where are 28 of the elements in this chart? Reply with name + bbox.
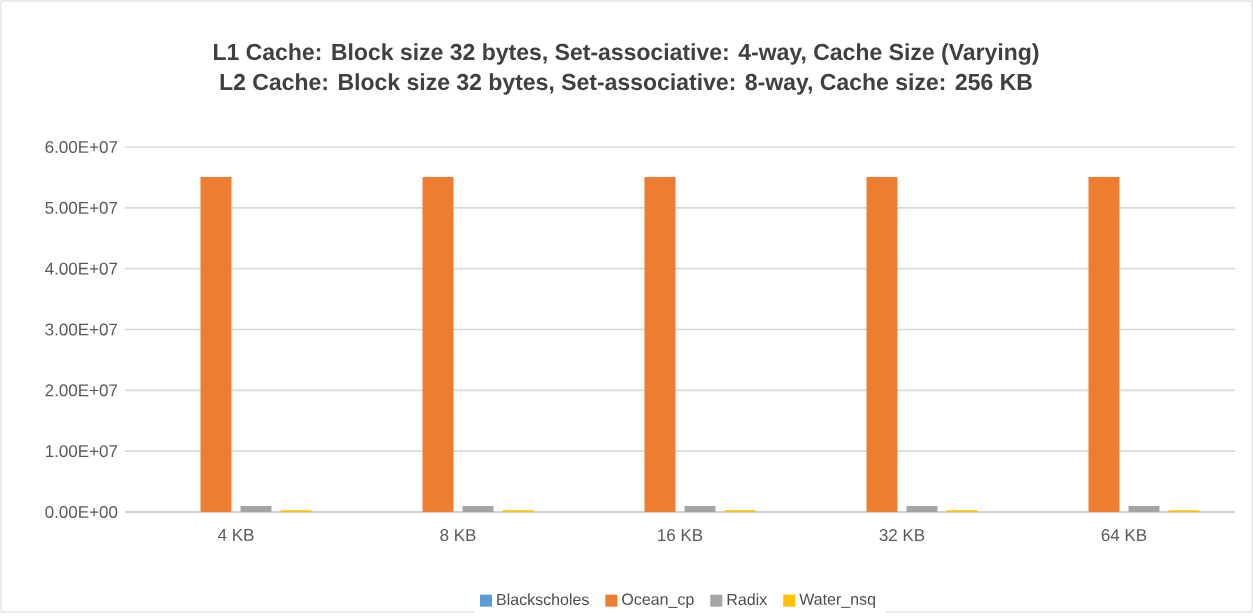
chart-subtitle: L2 Cache: Block size 32 bytes, Set-associative: 8-way, Cache size: 256 KB bbox=[220, 73, 1032, 95]
bar bbox=[684, 505, 716, 512]
x-tick-label: 64 KB bbox=[1101, 529, 1147, 542]
chart-title: L1 Cache: Block size 32 bytes, Set-associative: 4-way, Cache Size (Varying) bbox=[214, 43, 1039, 65]
y-tick-label: 3.00E+07 bbox=[45, 323, 118, 336]
bar bbox=[644, 176, 676, 512]
bar bbox=[866, 176, 898, 512]
x-tick-label: 8 KB bbox=[440, 529, 476, 542]
bar bbox=[462, 505, 494, 512]
x-tick-label: 16 KB bbox=[658, 529, 703, 542]
bar bbox=[1128, 505, 1160, 512]
y-tick-label: 5.00E+07 bbox=[45, 201, 118, 214]
y-tick-label: 4.00E+07 bbox=[45, 262, 118, 275]
bar bbox=[906, 505, 938, 512]
legend-label: Blackscholes bbox=[497, 593, 589, 606]
bar bbox=[200, 176, 232, 512]
y-tick-label: 2.00E+07 bbox=[45, 384, 118, 397]
x-tick-label: 32 KB bbox=[879, 529, 925, 542]
legend-label: Water_nsq bbox=[799, 593, 875, 609]
y-tick-label: 0.00E+00 bbox=[45, 505, 118, 519]
bar bbox=[240, 505, 272, 512]
legend-label: Radix bbox=[727, 593, 768, 606]
legend-label: Ocean_cp bbox=[622, 593, 694, 609]
y-tick-label: 1.00E+07 bbox=[45, 445, 118, 458]
bar bbox=[1088, 176, 1120, 512]
x-tick-label: 4 KB bbox=[217, 529, 254, 541]
y-tick-label: 6.00E+07 bbox=[45, 141, 118, 154]
bar bbox=[422, 176, 454, 512]
